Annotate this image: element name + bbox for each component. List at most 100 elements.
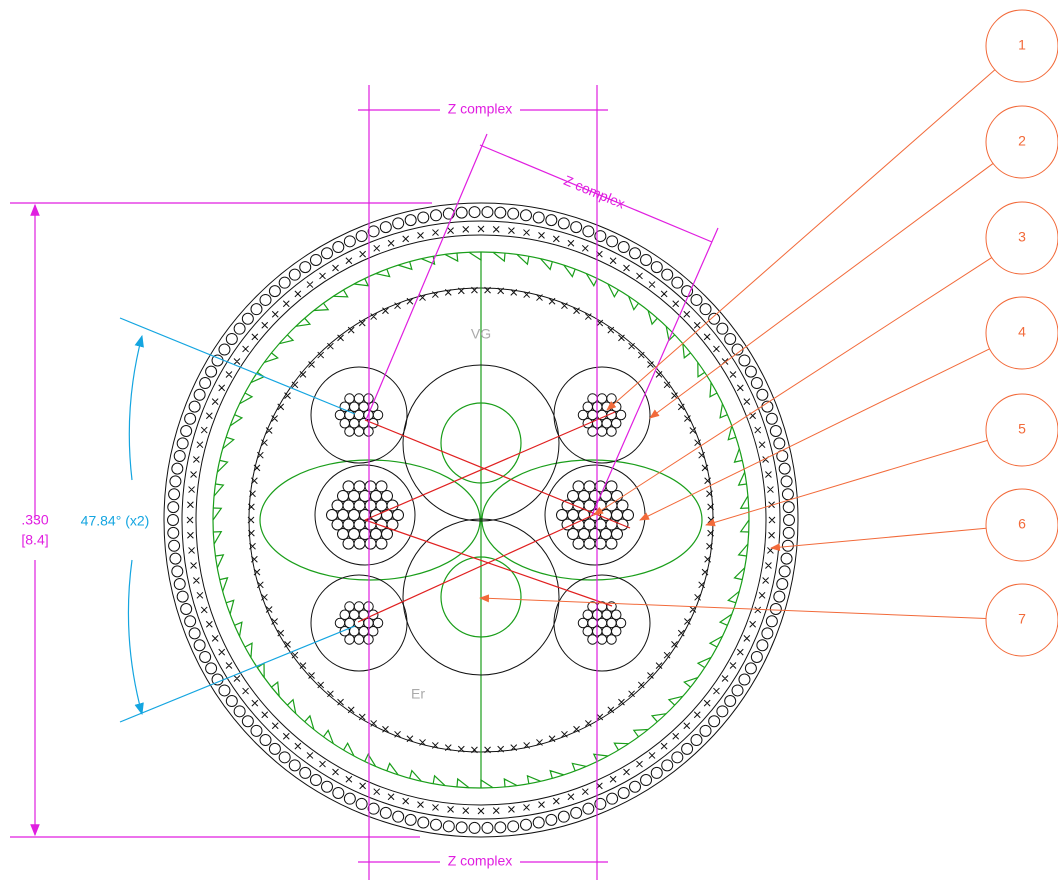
- bead: [344, 236, 355, 247]
- bead: [200, 378, 211, 389]
- bead: [732, 685, 743, 696]
- leader-line: [594, 258, 992, 515]
- ext-line: [120, 318, 355, 414]
- bead: [172, 566, 183, 577]
- bead: [456, 822, 467, 833]
- label-er: Er: [411, 686, 425, 702]
- bead: [495, 822, 506, 833]
- bead: [443, 821, 454, 832]
- bead: [219, 685, 230, 696]
- bead: [751, 378, 762, 389]
- bead: [725, 696, 736, 707]
- bead: [757, 640, 768, 651]
- red-line: [365, 412, 615, 520]
- bead: [251, 725, 262, 736]
- bundle: [554, 575, 650, 671]
- bead: [766, 413, 777, 424]
- dim-label: Z complex: [448, 101, 513, 117]
- bead: [783, 502, 794, 513]
- ext-line: [366, 134, 487, 420]
- bead: [172, 463, 183, 474]
- bead: [368, 803, 379, 814]
- dim-label: Z complex: [448, 853, 513, 869]
- bead: [310, 775, 321, 786]
- bead: [662, 760, 673, 771]
- bead: [781, 476, 792, 487]
- angle-arc: [128, 560, 142, 714]
- bead: [279, 752, 290, 763]
- bead: [181, 604, 192, 615]
- bead: [456, 207, 467, 218]
- bead: [571, 222, 582, 233]
- bead: [651, 262, 662, 273]
- bead: [641, 775, 652, 786]
- bead: [189, 628, 200, 639]
- bead: [226, 696, 237, 707]
- bead: [289, 269, 300, 280]
- bead: [607, 236, 618, 247]
- bead: [618, 242, 629, 253]
- bead: [533, 212, 544, 223]
- bead: [344, 793, 355, 804]
- dim-mm: [8.4]: [21, 532, 48, 548]
- bead: [269, 743, 280, 754]
- bead: [583, 803, 594, 814]
- bead: [200, 651, 211, 662]
- bead: [508, 208, 519, 219]
- bead: [745, 663, 756, 674]
- bead: [469, 822, 480, 833]
- bead: [482, 822, 493, 833]
- bead: [770, 604, 781, 615]
- bead: [206, 366, 217, 377]
- bead: [185, 616, 196, 627]
- bead: [431, 819, 442, 830]
- bead: [508, 821, 519, 832]
- bead: [777, 579, 788, 590]
- bead: [717, 706, 728, 717]
- bead: [174, 579, 185, 590]
- bead: [546, 814, 557, 825]
- bead: [168, 515, 179, 526]
- bead: [251, 304, 262, 315]
- bead: [745, 366, 756, 377]
- bead: [260, 294, 271, 305]
- bead: [356, 231, 367, 242]
- bead: [751, 651, 762, 662]
- bead: [533, 817, 544, 828]
- bead: [189, 401, 200, 412]
- bead: [234, 706, 245, 717]
- bead: [672, 752, 683, 763]
- bead: [185, 413, 196, 424]
- bead: [651, 767, 662, 778]
- leader-line: [640, 349, 990, 520]
- bundle: [311, 367, 407, 463]
- bead: [260, 735, 271, 746]
- bead: [269, 286, 280, 297]
- bead: [170, 476, 181, 487]
- bundle: [545, 465, 645, 565]
- leader-line: [607, 70, 995, 410]
- bead: [618, 787, 629, 798]
- cable-section: [164, 203, 798, 837]
- bead: [356, 798, 367, 809]
- bead: [168, 502, 179, 513]
- bead: [194, 640, 205, 651]
- bead: [177, 438, 188, 449]
- ext-line: [120, 626, 355, 722]
- callout-number: 7: [1018, 611, 1026, 627]
- bead: [709, 716, 720, 727]
- dim-inch: .330: [21, 512, 48, 528]
- strand: [373, 410, 383, 420]
- bead: [226, 333, 237, 344]
- bead: [322, 248, 333, 259]
- bead: [206, 663, 217, 674]
- bead: [779, 463, 790, 474]
- angle-arc: [129, 336, 142, 480]
- bead: [194, 389, 205, 400]
- bead: [181, 425, 192, 436]
- bead: [380, 807, 391, 818]
- bead: [691, 735, 702, 746]
- bead: [405, 215, 416, 226]
- bead: [242, 313, 253, 324]
- red-lines: [358, 412, 630, 622]
